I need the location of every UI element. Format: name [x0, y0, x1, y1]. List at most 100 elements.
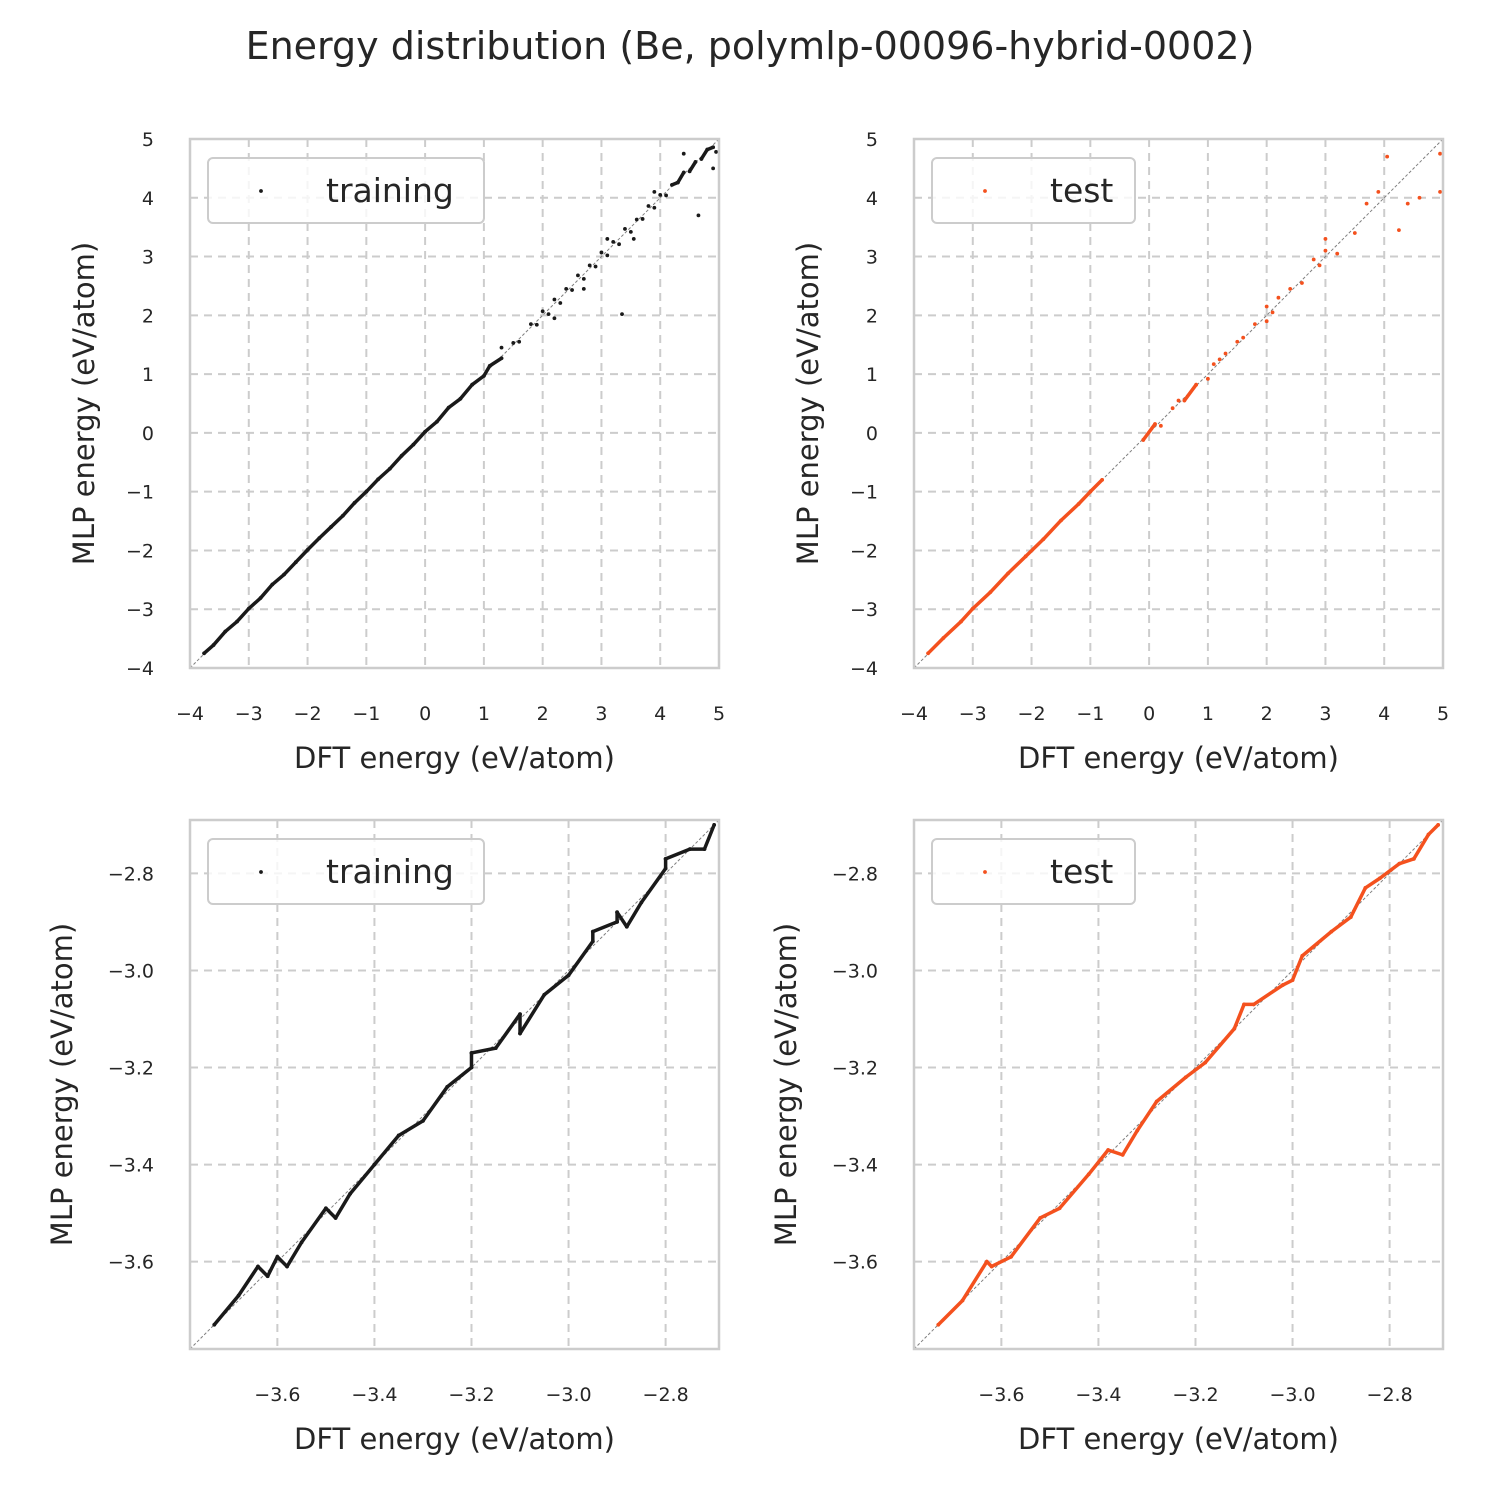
data-band-segment [202, 643, 216, 656]
data-point [534, 322, 539, 327]
data-band-segment [421, 1085, 449, 1123]
data-point [1211, 362, 1216, 367]
x-tick-label: −2.8 [1367, 1384, 1413, 1406]
legend-label: training [326, 852, 454, 891]
data-point [1251, 1002, 1256, 1007]
data-point [989, 1264, 994, 1269]
data-band-segment [591, 920, 619, 934]
data-point [1038, 1216, 1043, 1220]
data-band-segment [341, 501, 357, 518]
y-axis-label: MLP energy (eV/atom) [45, 923, 79, 1246]
data-point [658, 192, 663, 197]
data-point [1153, 422, 1157, 426]
data-band-segment [458, 382, 474, 401]
data-band-segment [625, 900, 644, 929]
data-point [1057, 1206, 1062, 1211]
y-axis-label: MLP energy (eV/atom) [791, 242, 825, 565]
data-point [270, 582, 275, 587]
legend: test [931, 838, 1136, 905]
data-point [1280, 983, 1285, 987]
data-point [558, 301, 563, 305]
x-tick-label: −3.0 [1269, 1384, 1315, 1406]
data-point [387, 466, 392, 471]
data-point [639, 900, 644, 905]
data-point [487, 363, 492, 368]
data-point [1417, 195, 1422, 200]
data-point [552, 297, 557, 302]
data-band-segment [1184, 1060, 1207, 1079]
data-point [670, 182, 674, 187]
data-band-segment [989, 1255, 1013, 1269]
x-tick-label: −2 [294, 703, 322, 725]
x-tick-label: −4 [176, 703, 204, 725]
data-band-segment [1023, 537, 1046, 559]
data-point [687, 847, 692, 852]
data-point [364, 489, 369, 494]
data-point [593, 264, 598, 269]
data-point [470, 382, 475, 387]
data-band-segment [1426, 823, 1440, 837]
data-point [202, 651, 207, 656]
data-point [1241, 335, 1246, 340]
data-point [566, 973, 571, 978]
data-band-segment [615, 910, 629, 929]
data-point [652, 190, 657, 194]
x-axis-label: DFT energy (eV/atom) [294, 741, 615, 775]
data-point [469, 1051, 474, 1055]
data-point [236, 1293, 241, 1298]
data-point [570, 288, 574, 292]
data-point [1376, 190, 1381, 194]
x-tick-label: −3 [235, 703, 263, 725]
data-band-segment [285, 1240, 304, 1269]
data-point [518, 1031, 522, 1036]
data-point [1023, 554, 1028, 559]
legend-box [207, 157, 485, 224]
panel-bottom-right: −3.6 −3.4 −3.2 −3.0 −2.8 −3.6 −3.4 −3.2 −3.0 −2.8… [769, 818, 1445, 1456]
data-point [615, 910, 619, 915]
data-band-segment [941, 619, 963, 640]
data-point [1106, 1148, 1111, 1152]
data-point [624, 924, 629, 929]
legend-label: test [1050, 852, 1113, 891]
legend-box [207, 838, 485, 905]
data-band-segment [1135, 1099, 1159, 1133]
figure-title: Energy distribution (Be, polymlp-00096-h… [245, 24, 1255, 68]
data-point [446, 405, 451, 410]
y-tick-label: −2.8 [108, 863, 154, 885]
x-tick-label: −3.2 [448, 1384, 494, 1406]
data-point [1323, 248, 1328, 253]
data-band-segment [482, 364, 492, 378]
data-point [681, 170, 686, 175]
data-band-segment [364, 477, 380, 494]
data-point [702, 847, 707, 852]
data-point [1232, 1026, 1237, 1031]
data-band-segment [258, 582, 275, 600]
data-band-segment [1141, 422, 1157, 442]
data-point [1059, 518, 1063, 523]
y-axis-label: MLP energy (eV/atom) [67, 242, 101, 565]
data-point [663, 856, 668, 861]
data-point [936, 1322, 941, 1327]
y-tick-label: −3.0 [108, 960, 154, 982]
legend-marker [259, 870, 263, 874]
data-point [399, 453, 404, 458]
x-axis-label: DFT energy (eV/atom) [294, 1422, 615, 1456]
legend-box [931, 838, 1136, 905]
data-point [1363, 886, 1368, 890]
data-band-segment [1349, 886, 1368, 919]
data-point [1006, 571, 1010, 576]
data-point [1311, 257, 1316, 262]
panel-bottom-left: −3.6 −3.4 −3.2 −3.0 −2.8 −3.6 −3.4 −3.2 −3.0 −2.8… [45, 818, 721, 1456]
data-point [926, 651, 931, 656]
x-tick-label: 4 [654, 703, 666, 725]
data-point [540, 309, 545, 314]
data-band-segment [376, 466, 392, 482]
data-band-segment [1154, 1075, 1188, 1104]
data-point [256, 1264, 260, 1269]
y-tick-label: 4 [142, 188, 154, 210]
data-band-segment [518, 992, 547, 1036]
data-point [640, 217, 645, 221]
y-axis-label: MLP energy (eV/atom) [769, 923, 803, 1246]
y-tick-label: 0 [142, 423, 154, 445]
